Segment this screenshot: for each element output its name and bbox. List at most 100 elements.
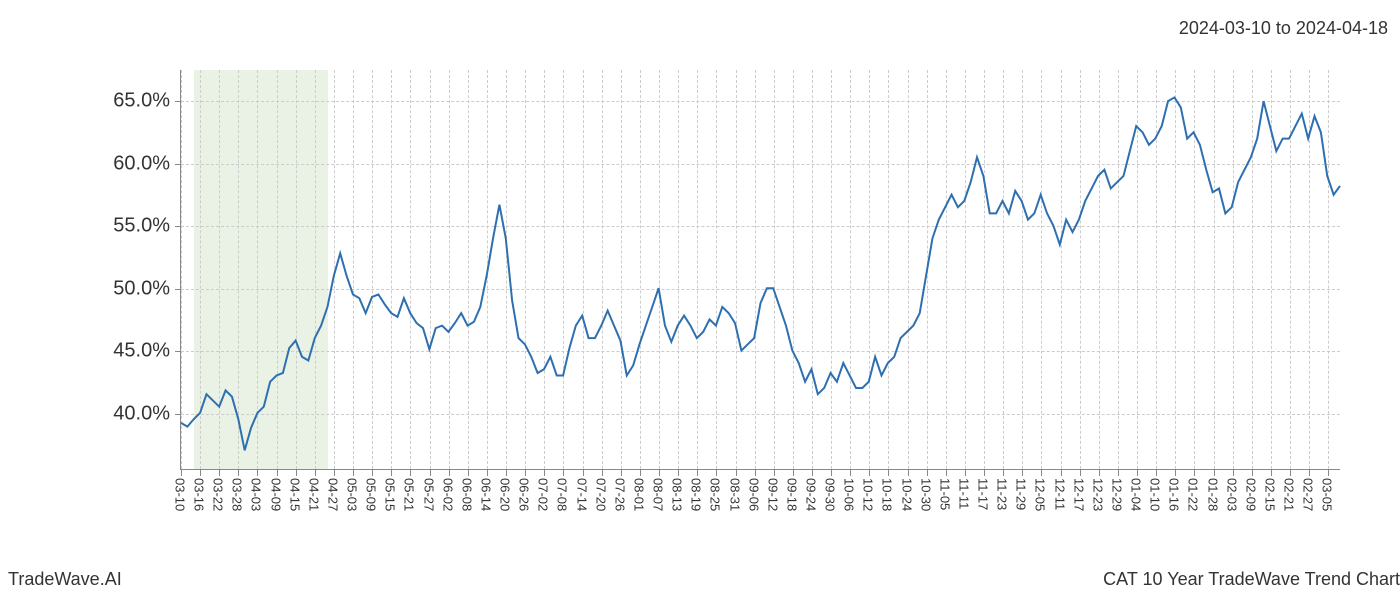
chart-line-layer — [181, 70, 1340, 469]
x-tick-label: 04-21 — [306, 478, 321, 511]
x-tick-label: 07-08 — [555, 478, 570, 511]
x-tick-mark — [602, 470, 603, 476]
x-tick-label: 12-05 — [1033, 478, 1048, 511]
x-tick-mark — [487, 470, 488, 476]
x-tick-label: 06-14 — [478, 478, 493, 511]
x-tick-label: 08-19 — [689, 478, 704, 511]
x-tick-mark — [353, 470, 354, 476]
x-tick-mark — [1290, 470, 1291, 476]
x-tick-label: 02-09 — [1243, 478, 1258, 511]
x-tick-mark — [449, 470, 450, 476]
chart-plot-area — [180, 70, 1340, 470]
x-tick-mark — [831, 470, 832, 476]
series-line — [181, 97, 1340, 450]
x-tick-mark — [563, 470, 564, 476]
x-tick-label: 08-01 — [631, 478, 646, 511]
x-tick-mark — [1175, 470, 1176, 476]
x-tick-label: 09-24 — [803, 478, 818, 511]
x-tick-label: 10-06 — [842, 478, 857, 511]
x-tick-mark — [716, 470, 717, 476]
x-tick-mark — [908, 470, 909, 476]
x-tick-mark — [946, 470, 947, 476]
y-tick-label: 60.0% — [113, 152, 170, 175]
x-tick-mark — [334, 470, 335, 476]
x-tick-mark — [1214, 470, 1215, 476]
x-tick-mark — [1252, 470, 1253, 476]
x-tick-label: 12-29 — [1109, 478, 1124, 511]
x-tick-mark — [1233, 470, 1234, 476]
footer-title: CAT 10 Year TradeWave Trend Chart — [1103, 569, 1400, 590]
x-tick-label: 01-22 — [1186, 478, 1201, 511]
x-tick-label: 08-13 — [670, 478, 685, 511]
x-tick-mark — [391, 470, 392, 476]
x-tick-label: 10-30 — [918, 478, 933, 511]
x-tick-mark — [1022, 470, 1023, 476]
y-tick-label: 50.0% — [113, 277, 170, 300]
x-tick-label: 01-10 — [1148, 478, 1163, 511]
x-tick-mark — [812, 470, 813, 476]
x-tick-label: 06-20 — [498, 478, 513, 511]
x-tick-mark — [181, 470, 182, 476]
x-tick-label: 01-16 — [1167, 478, 1182, 511]
x-tick-label: 10-18 — [880, 478, 895, 511]
x-tick-label: 04-03 — [249, 478, 264, 511]
x-tick-mark — [850, 470, 851, 476]
x-tick-label: 04-09 — [268, 478, 283, 511]
x-tick-label: 11-05 — [937, 478, 952, 510]
x-tick-label: 02-03 — [1224, 478, 1239, 511]
x-tick-mark — [1003, 470, 1004, 476]
x-tick-mark — [372, 470, 373, 476]
x-tick-mark — [1118, 470, 1119, 476]
x-tick-label: 07-02 — [536, 478, 551, 511]
x-tick-label: 08-31 — [727, 478, 742, 511]
x-tick-label: 03-10 — [173, 478, 188, 511]
x-tick-label: 10-24 — [899, 478, 914, 511]
x-tick-mark — [736, 470, 737, 476]
x-tick-mark — [296, 470, 297, 476]
x-tick-mark — [506, 470, 507, 476]
x-tick-mark — [277, 470, 278, 476]
x-tick-label: 08-25 — [708, 478, 723, 511]
x-tick-label: 11-29 — [1014, 478, 1029, 510]
x-tick-mark — [1271, 470, 1272, 476]
x-tick-label: 07-26 — [612, 478, 627, 511]
x-tick-label: 09-30 — [823, 478, 838, 511]
x-tick-label: 05-03 — [345, 478, 360, 511]
x-tick-label: 01-28 — [1205, 478, 1220, 511]
x-tick-mark — [888, 470, 889, 476]
x-tick-mark — [1080, 470, 1081, 476]
x-tick-label: 05-09 — [364, 478, 379, 511]
x-tick-label: 05-15 — [383, 478, 398, 511]
x-tick-label: 04-15 — [287, 478, 302, 511]
x-tick-label: 09-18 — [784, 478, 799, 511]
footer-brand: TradeWave.AI — [8, 569, 122, 590]
x-tick-label: 04-27 — [325, 478, 340, 511]
x-tick-mark — [1099, 470, 1100, 476]
x-tick-mark — [1137, 470, 1138, 476]
x-tick-label: 03-28 — [230, 478, 245, 511]
x-tick-mark — [678, 470, 679, 476]
y-tick-label: 40.0% — [113, 402, 170, 425]
x-tick-mark — [238, 470, 239, 476]
x-tick-label: 11-17 — [976, 478, 991, 510]
x-tick-label: 02-27 — [1301, 478, 1316, 511]
x-tick-label: 10-12 — [861, 478, 876, 511]
x-tick-mark — [774, 470, 775, 476]
x-tick-mark — [659, 470, 660, 476]
x-tick-label: 09-12 — [765, 478, 780, 511]
x-tick-mark — [755, 470, 756, 476]
x-tick-label: 06-26 — [517, 478, 532, 511]
x-tick-mark — [793, 470, 794, 476]
x-tick-label: 07-20 — [593, 478, 608, 511]
x-tick-label: 08-07 — [651, 478, 666, 511]
x-tick-mark — [869, 470, 870, 476]
y-tick-label: 55.0% — [113, 215, 170, 238]
x-tick-label: 06-08 — [459, 478, 474, 511]
x-tick-label: 07-14 — [574, 478, 589, 511]
x-tick-mark — [1194, 470, 1195, 476]
x-tick-mark — [1061, 470, 1062, 476]
x-tick-label: 12-23 — [1090, 478, 1105, 511]
x-tick-label: 02-21 — [1282, 478, 1297, 511]
x-tick-label: 06-02 — [440, 478, 455, 511]
x-tick-mark — [697, 470, 698, 476]
